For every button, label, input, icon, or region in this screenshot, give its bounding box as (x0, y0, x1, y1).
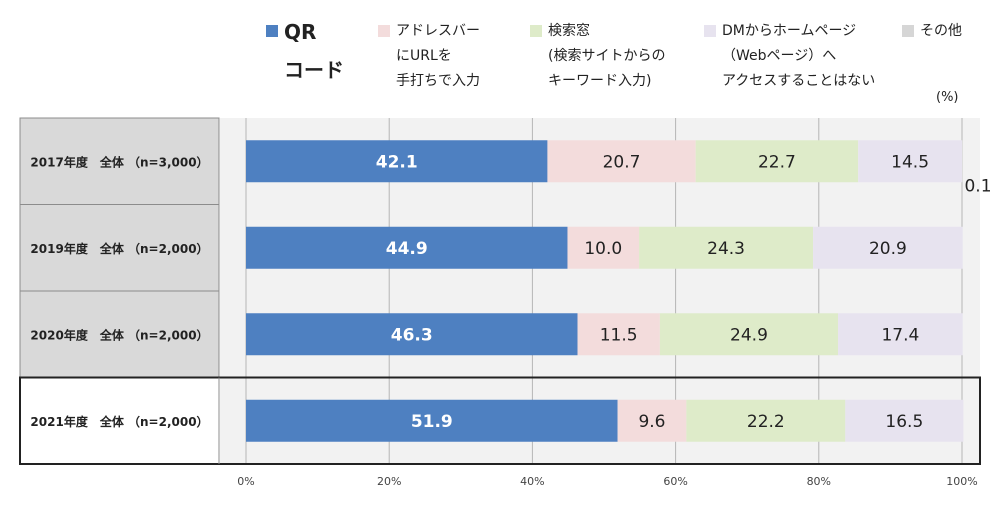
bar-segment (577, 313, 660, 356)
bar-segment (695, 140, 859, 183)
data-label: 42.1 (376, 152, 418, 172)
legend-label-qr: QR コード (284, 20, 344, 82)
data-label: 24.3 (707, 239, 745, 259)
x-tick-label: 0% (237, 475, 254, 488)
legend-label-no-access: DMからホームページ （Webページ）へ アクセスすることはない (722, 23, 876, 89)
data-label: 11.5 (600, 325, 638, 345)
data-label: 9.6 (638, 412, 665, 432)
bar-segment (246, 140, 548, 183)
data-label: 0.1 (964, 176, 991, 196)
category-label: 2020年度 全体 （n=2,000） (30, 327, 208, 342)
bar-segment (246, 399, 618, 442)
data-label: 16.5 (885, 412, 923, 432)
bar-segment (567, 226, 640, 269)
data-label: 17.4 (881, 325, 919, 345)
data-label: 20.7 (603, 152, 641, 172)
bar-segment (617, 399, 687, 442)
data-label: 14.5 (891, 152, 929, 172)
category-label: 2019年度 全体 （n=2,000） (30, 241, 208, 256)
highlight-frame (19, 376, 981, 465)
legend-swatch-other (902, 25, 914, 37)
legend-swatch-search (530, 25, 542, 37)
bar-segment (639, 226, 814, 269)
legend-swatch-no-access (704, 25, 716, 37)
bar-segment (246, 313, 578, 356)
bar-segment (838, 313, 963, 356)
data-label: 20.9 (869, 239, 907, 259)
data-label: 24.9 (730, 325, 768, 345)
legend-label-search: 検索窓 (検索サイトからの キーワード入力) (548, 23, 666, 89)
data-label: 22.7 (758, 152, 796, 172)
data-label: 22.2 (747, 412, 785, 432)
bar-segment (686, 399, 846, 442)
legend-swatch-address-bar (378, 25, 390, 37)
legend-label-other: その他 (920, 23, 962, 39)
category-label-column (19, 117, 220, 378)
unit-label: (%) (936, 90, 959, 105)
bar-segment (858, 140, 962, 183)
bar-segment (547, 140, 696, 183)
category-label: 2021年度 全体 （n=2,000） (30, 414, 208, 429)
bar-segment (962, 140, 963, 183)
data-label: 10.0 (584, 239, 622, 259)
bar-segment (659, 313, 839, 356)
category-label: 2017年度 全体 （n=3,000） (30, 154, 208, 169)
x-tick-label: 40% (520, 475, 544, 488)
bar-segment (845, 399, 964, 442)
x-tick-label: 60% (663, 475, 687, 488)
legend-swatch-qr (266, 25, 278, 37)
x-tick-label: 100% (946, 475, 977, 488)
legend-label-address-bar: アドレスバー にURLを 手打ちで入力 (396, 23, 480, 89)
data-label: 51.9 (411, 412, 453, 432)
bar-segment (246, 226, 568, 269)
x-tick-label: 80% (807, 475, 831, 488)
x-tick-label: 20% (377, 475, 401, 488)
data-label: 46.3 (391, 325, 433, 345)
data-label: 44.9 (386, 239, 428, 259)
bar-segment (813, 226, 963, 269)
